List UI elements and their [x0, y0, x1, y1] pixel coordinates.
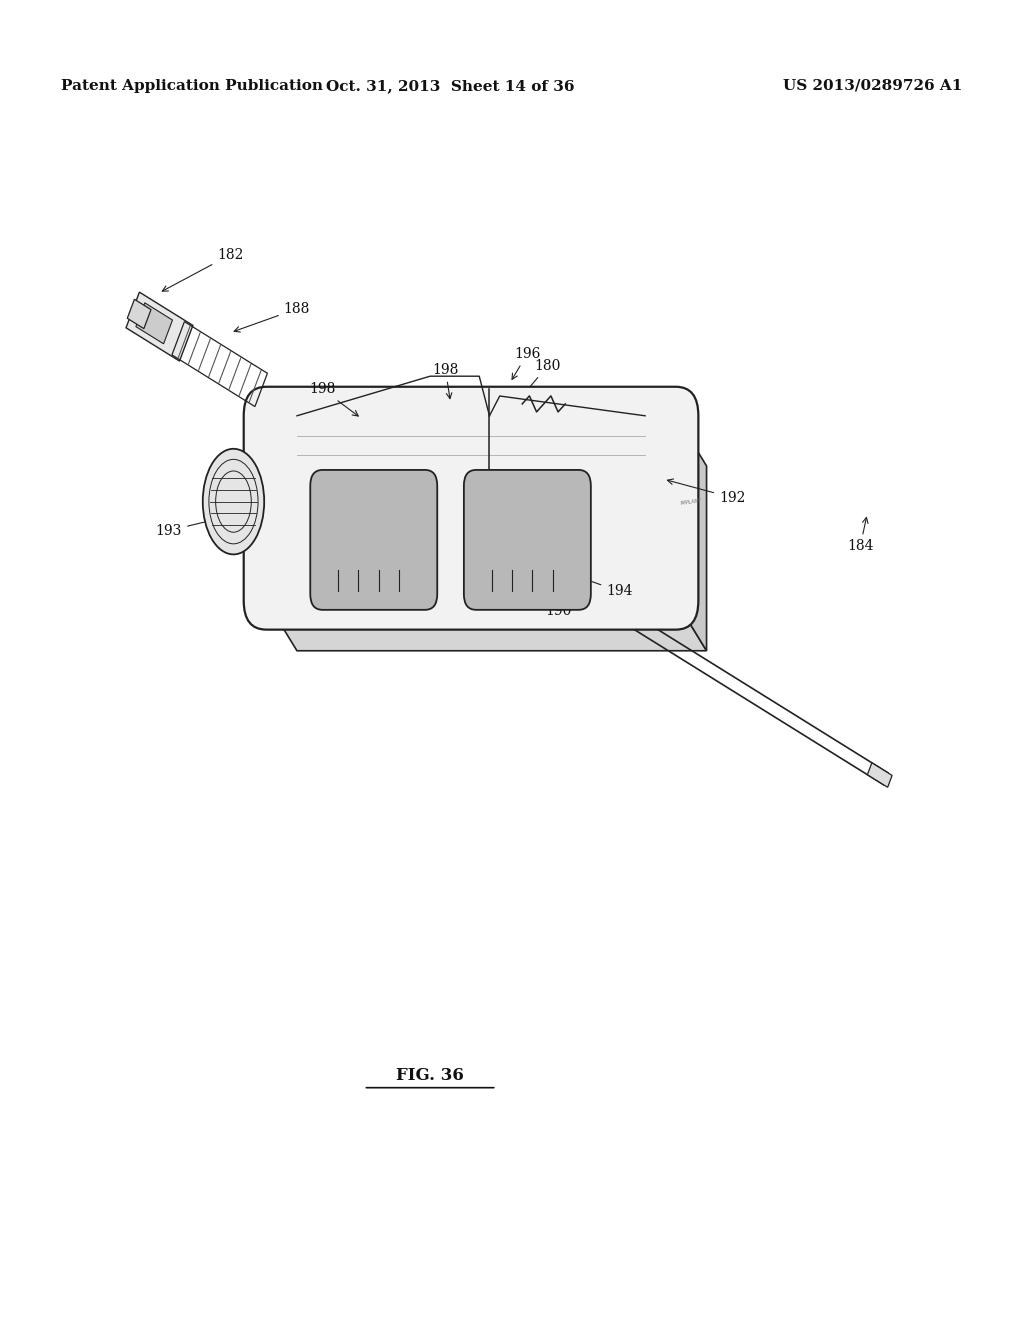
FancyBboxPatch shape — [310, 470, 437, 610]
Text: 182: 182 — [162, 248, 244, 292]
Text: Patent Application Publication: Patent Application Publication — [61, 79, 324, 92]
Text: US 2013/0289726 A1: US 2013/0289726 A1 — [783, 79, 963, 92]
Text: 184: 184 — [847, 517, 873, 553]
FancyBboxPatch shape — [244, 387, 698, 630]
Polygon shape — [266, 601, 707, 651]
FancyBboxPatch shape — [464, 470, 591, 610]
Text: 186: 186 — [560, 446, 592, 479]
Text: 190: 190 — [490, 578, 571, 618]
Text: IMPLANT: IMPLANT — [680, 498, 702, 506]
Text: 194: 194 — [560, 569, 633, 598]
Polygon shape — [127, 300, 151, 329]
Text: 192: 192 — [668, 479, 745, 504]
Text: Oct. 31, 2013  Sheet 14 of 36: Oct. 31, 2013 Sheet 14 of 36 — [327, 79, 574, 92]
Text: 193: 193 — [156, 511, 247, 537]
Polygon shape — [126, 292, 193, 362]
Text: 188: 188 — [234, 302, 310, 333]
Polygon shape — [867, 763, 892, 787]
Text: 198: 198 — [309, 383, 358, 416]
Text: 198: 198 — [432, 363, 459, 399]
Text: 180: 180 — [525, 359, 561, 393]
Text: 196: 196 — [512, 347, 541, 379]
Text: FIG. 36: FIG. 36 — [396, 1068, 464, 1084]
Text: FIG. 35: FIG. 35 — [396, 527, 464, 543]
Polygon shape — [136, 302, 172, 343]
Ellipse shape — [203, 449, 264, 554]
Polygon shape — [676, 416, 707, 651]
